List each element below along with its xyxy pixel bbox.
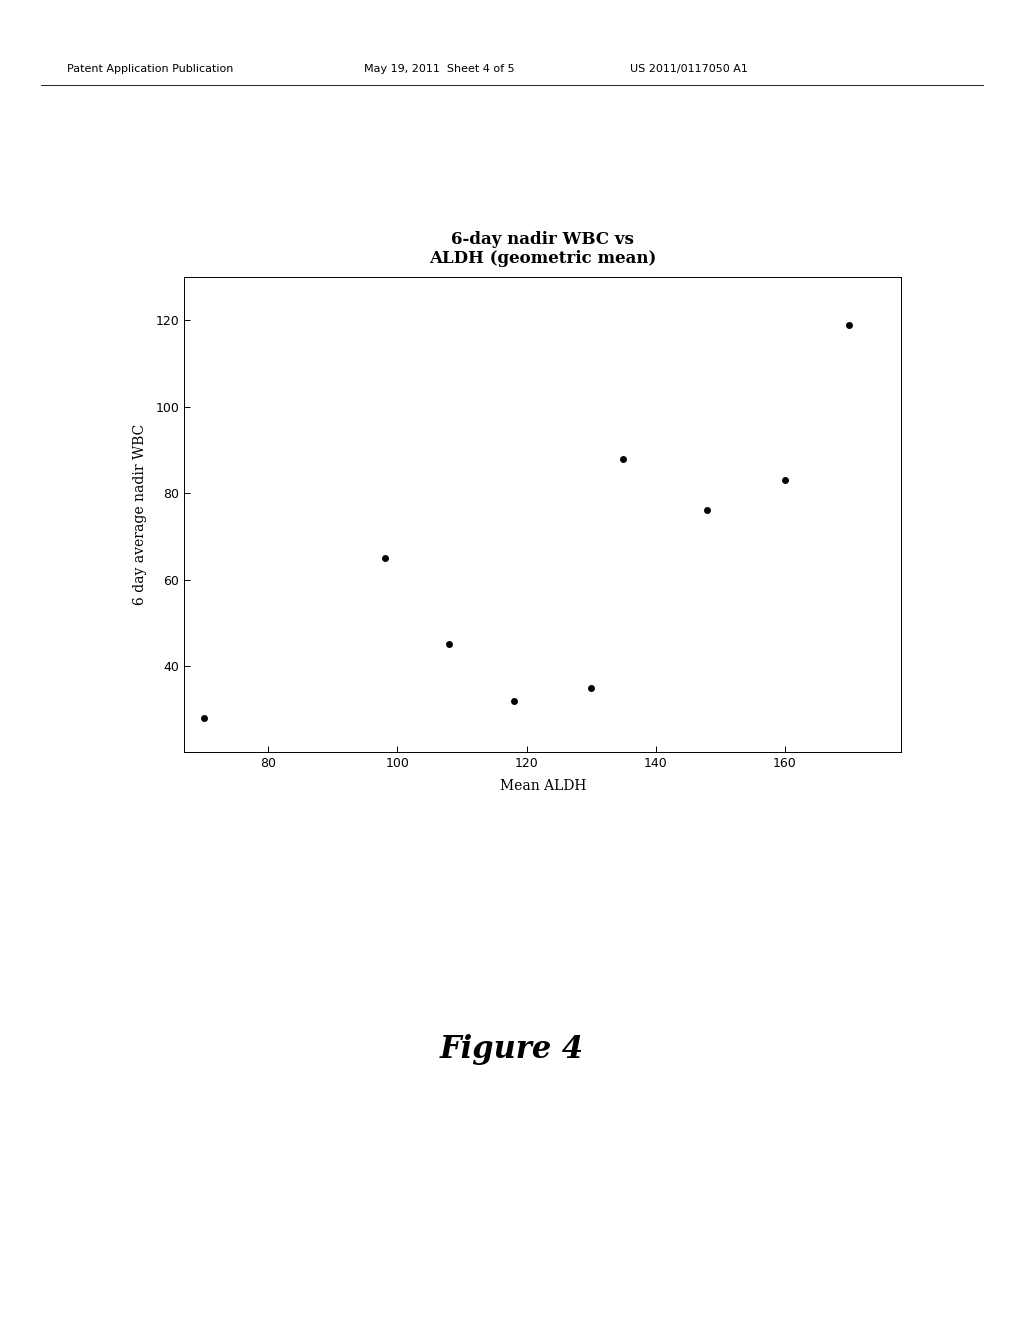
- Point: [196, 708, 212, 729]
- Point: [776, 470, 793, 491]
- Text: US 2011/0117050 A1: US 2011/0117050 A1: [630, 63, 748, 74]
- Point: [699, 500, 716, 521]
- Y-axis label: 6 day average nadir WBC: 6 day average nadir WBC: [133, 424, 147, 606]
- Point: [376, 548, 392, 569]
- Point: [615, 447, 632, 469]
- Point: [842, 314, 858, 335]
- Point: [583, 677, 599, 698]
- Point: [506, 690, 522, 711]
- Text: Figure 4: Figure 4: [440, 1034, 584, 1065]
- Text: Patent Application Publication: Patent Application Publication: [67, 63, 232, 74]
- Title: 6-day nadir WBC vs
ALDH (geometric mean): 6-day nadir WBC vs ALDH (geometric mean): [429, 231, 656, 268]
- X-axis label: Mean ALDH: Mean ALDH: [500, 779, 586, 792]
- Point: [441, 634, 458, 655]
- Text: May 19, 2011  Sheet 4 of 5: May 19, 2011 Sheet 4 of 5: [364, 63, 514, 74]
